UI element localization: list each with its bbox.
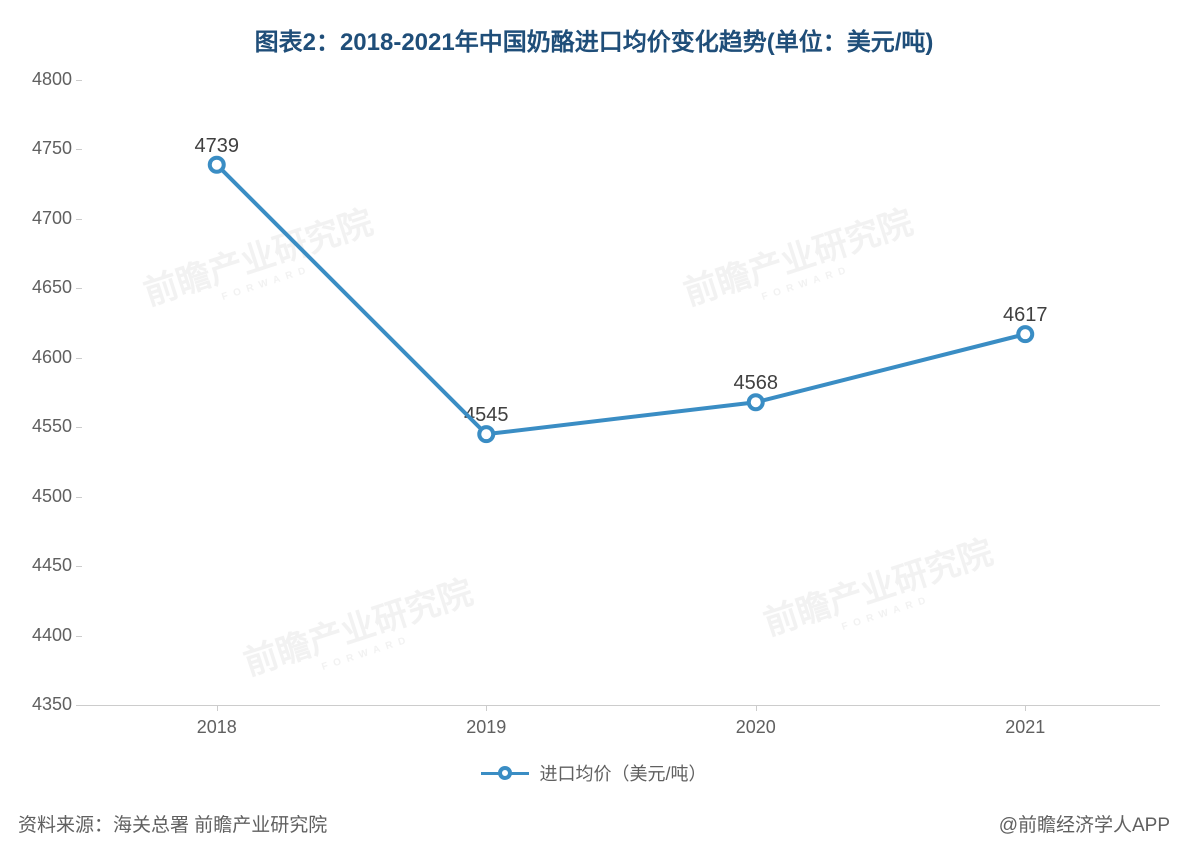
source-text: 资料来源：海关总署 前瞻产业研究院 [18,810,327,837]
legend-marker-sample [498,766,512,780]
plot-svg [0,0,1188,846]
legend-line-sample [481,772,529,775]
chart-container: 图表2：2018-2021年中国奶酪进口均价变化趋势(单位：美元/吨) 前瞻产业… [0,0,1188,846]
data-marker [479,427,493,441]
data-marker [210,158,224,172]
data-marker [1018,327,1032,341]
legend: 进口均价（美元/吨） [0,760,1188,786]
credit-text: @前瞻经济学人APP [999,810,1170,837]
legend-label: 进口均价（美元/吨） [539,760,706,786]
series-line [217,165,1026,434]
data-marker [749,395,763,409]
